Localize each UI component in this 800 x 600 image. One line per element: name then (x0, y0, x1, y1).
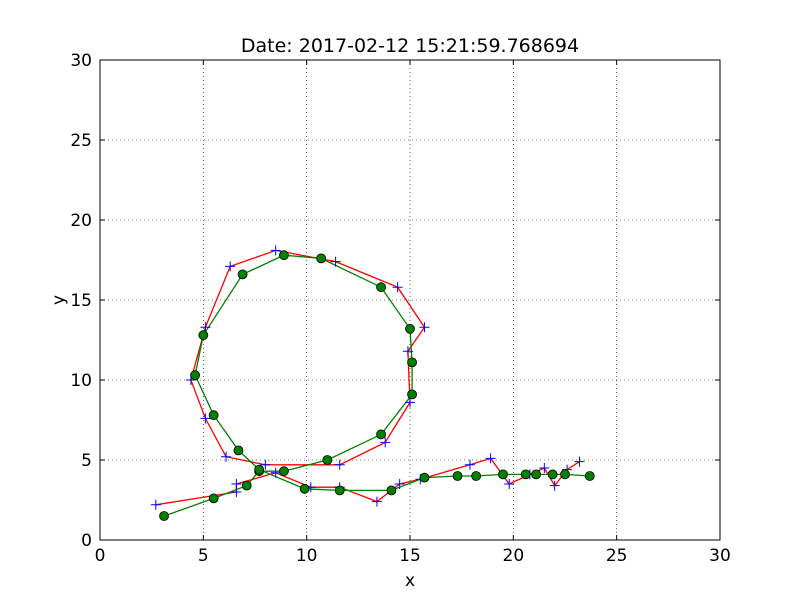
x-tick-label: 30 (709, 546, 731, 566)
series-red-marker (221, 451, 232, 462)
x-tick-label: 20 (503, 546, 525, 566)
series-red-marker (405, 397, 415, 408)
y-axis-label: y (49, 295, 69, 305)
series-green-marker (584, 471, 595, 481)
series-red-marker (330, 256, 341, 267)
y-tick-label: 0 (81, 531, 92, 551)
x-tick-label: 25 (606, 546, 628, 566)
series-red-marker (574, 456, 585, 467)
series-green-marker (208, 493, 219, 504)
series-red-marker (150, 499, 161, 510)
series-green-marker (407, 389, 417, 400)
series-red-marker (270, 245, 281, 256)
x-tick-label: 10 (296, 546, 318, 566)
series-green-marker (254, 464, 265, 475)
series-red-marker (419, 322, 430, 333)
series-green-marker (190, 370, 200, 381)
series-green-marker (279, 250, 289, 261)
series-green-marker (376, 282, 386, 293)
series-green-marker (198, 330, 209, 341)
axis-ticks: 0 5 10 15 20 25 30 0 5 10 15 20 25 30 (70, 51, 730, 566)
x-axis-label: x (405, 571, 415, 591)
series-green-marker (299, 483, 310, 494)
chart-title: Date: 2017-02-12 15:21:59.768694 (241, 35, 579, 57)
series-green-marker (407, 357, 417, 368)
y-tick-label: 30 (70, 51, 92, 71)
grid-lines (100, 60, 720, 540)
series-red-marker (200, 413, 211, 424)
series-red-marker (464, 459, 475, 470)
series-red-marker (225, 261, 236, 272)
series-red-marker (260, 459, 271, 470)
series-green-marker (208, 410, 219, 421)
series-green-marker (547, 469, 558, 480)
series-green-marker (233, 445, 244, 456)
series-red-marker (371, 496, 382, 507)
series-red-marker (504, 479, 515, 489)
series-red-marker (392, 282, 403, 293)
series-red-marker (402, 346, 413, 357)
series-red-marker (334, 459, 345, 470)
x-tick-label: 15 (399, 546, 421, 566)
y-tick-label: 25 (70, 131, 92, 151)
series-green-marker (419, 472, 430, 483)
series-red-marker (200, 322, 211, 333)
series-green-marker (334, 485, 345, 496)
series-red-marker (485, 453, 496, 464)
x-tick-label: 0 (95, 546, 106, 566)
series-green-marker (237, 269, 248, 280)
series-green-marker (316, 253, 327, 264)
series-green-marker (376, 429, 386, 440)
series-green-marker (531, 469, 541, 480)
series-red-marker (380, 437, 391, 448)
y-tick-label: 10 (70, 371, 92, 391)
series-red-marker (270, 467, 281, 478)
plot-area (150, 245, 595, 521)
series-green-marker (322, 455, 333, 465)
series-green-marker (405, 323, 415, 334)
series-red-marker (394, 479, 405, 489)
series-green-marker (279, 466, 289, 477)
y-tick-label: 20 (70, 211, 92, 231)
series-green-marker (159, 511, 169, 521)
series-green-marker (452, 471, 463, 481)
series-green-marker (498, 469, 508, 480)
series-green-marker (386, 485, 397, 496)
series-red-marker (549, 480, 560, 491)
series-green-marker (520, 469, 531, 480)
series-red-marker (539, 463, 550, 473)
series-green-marker (241, 480, 252, 491)
x-tick-label: 5 (198, 546, 209, 566)
series-red-marker (231, 479, 242, 489)
series-green-marker (560, 469, 570, 480)
y-tick-label: 15 (70, 291, 92, 311)
series-green-marker (471, 471, 482, 481)
y-tick-label: 5 (81, 451, 92, 471)
